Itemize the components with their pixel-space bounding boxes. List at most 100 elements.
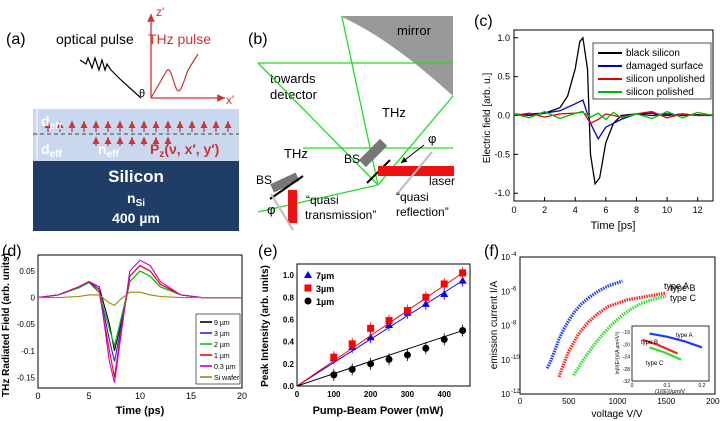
chart-d-legend: 9 µm 3 µm 2 µm 1 µm 0.3 µm Si wafer [195, 313, 241, 385]
panel-c-letter: (c) [474, 13, 493, 30]
legend-label: 2 µm [214, 342, 230, 349]
legend-swatch [304, 284, 312, 292]
legend-label: 1µm [316, 297, 334, 307]
y-tick-label: 0.4 [283, 338, 295, 347]
quasi-t-line2: transmission” [305, 208, 376, 222]
legend-label: 3 µm [214, 331, 230, 338]
thz-left-label: THz [284, 146, 308, 161]
optical-pulse-wave [79, 56, 142, 99]
thz-pulse-wave [150, 53, 199, 99]
panel-c: (c) 1.0 0.5 0.0 -0.5 -1.0 0 2 4 6 8 10 12 Electric… [474, 13, 714, 232]
bs-left-line [269, 175, 304, 200]
laser-label: laser [429, 174, 455, 188]
chart-d-xlabel: Time (ps) [116, 405, 165, 417]
data-point [385, 355, 393, 363]
silicon-layer [33, 161, 239, 231]
panel-b-letter: (b) [248, 31, 268, 48]
chart-f-xlabel: voltage V/V [591, 409, 642, 420]
x-tick-label: 5 [86, 391, 91, 401]
quasi-r-line2: reflection” [396, 205, 449, 219]
legend-label: 3µm [316, 284, 334, 294]
detector-label: detector [270, 87, 318, 102]
panel-a-letter: (a) [6, 31, 26, 48]
pz-label: Pz(ν, x′, y′) [150, 141, 219, 160]
normal-left [270, 193, 294, 231]
chart-f-frame [519, 256, 716, 395]
type-b-label: type B [670, 283, 696, 293]
n-si-label: nSi [127, 190, 145, 209]
chart-d-yticks: 0.05 0 -0.05 -0.1 -0.15 [17, 267, 36, 382]
chart-e-ylabel: Peak Intensity (arb. units) [260, 265, 271, 387]
mirror-label: mirror [397, 23, 432, 38]
chart-f-xticks: 0 500 1000 1500 2000 [518, 397, 720, 406]
optical-pulse-label: optical pulse [56, 31, 134, 47]
y-tick-label: 0.2 [283, 360, 295, 369]
fit-line-1µm [296, 330, 463, 387]
legend-label: Si wafer [214, 375, 240, 382]
data-point [422, 344, 430, 352]
x-tick-label: 1500 [657, 397, 675, 406]
chart-e-xlabel: Pump-Beam Power (mW) [313, 405, 444, 417]
series-line-0.3-µm [37, 259, 242, 383]
y-tick-label: -0.1 [21, 347, 35, 356]
legend-label: 9 µm [214, 320, 230, 327]
phi-left-label: φ [267, 202, 275, 217]
chart-e-frame [296, 263, 471, 387]
legend-label: 0.3 µm [214, 364, 236, 371]
panel-a: (a) optical pulse THz pulse z′ x′ θ [6, 5, 239, 231]
chart-c-ylabel: Electric field [arb. u.] [482, 72, 493, 163]
panel-f-letter: (f) [484, 243, 499, 260]
theta-label: θ [139, 88, 145, 100]
d-eff-top-label: deff [41, 113, 62, 132]
legend-label: silicon unpolished [626, 74, 705, 85]
legend-label: silicon polished [626, 87, 694, 98]
data-point [366, 333, 375, 341]
legend-label: damaged surface [626, 61, 704, 72]
bs-right-label: BS [344, 152, 360, 166]
y-tick-label: 10 [501, 287, 510, 296]
y-tick-label: -1.0 [494, 188, 510, 198]
data-point [367, 324, 375, 332]
y-tick-label: 0 [31, 294, 36, 303]
data-point [421, 299, 430, 307]
type-a-label: type A [664, 281, 689, 291]
y-tick-label: 0.5 [497, 72, 510, 82]
data-point [348, 340, 356, 348]
inset-type-c: type C [646, 361, 664, 367]
chart-e-marks [296, 266, 467, 387]
x-tick-label: 300 [401, 390, 415, 399]
y-tick-label: -0.15 [17, 373, 36, 382]
data-point [459, 269, 467, 277]
data-point [422, 293, 430, 301]
chart-d-xticks: 0 5 10 15 20 [35, 391, 247, 401]
x-tick-label: 20 [237, 391, 247, 401]
panel-e-letter: (e) [258, 243, 278, 260]
x-tick-label: 100 [327, 390, 341, 399]
inset-ylabel: ln(I/(E²))/(A µm²/V²) [615, 331, 621, 374]
legend-box [195, 313, 241, 385]
phi-right-label: φ [428, 131, 436, 146]
chart-f-marks [545, 279, 667, 378]
y-tick-label: 0.0 [283, 382, 295, 391]
inset-series [649, 346, 682, 361]
y-tick-label: 0.8 [283, 293, 295, 302]
x-tick-label: 0 [518, 397, 523, 406]
y-tick-label: 1.0 [497, 33, 510, 43]
y-tick-label: -0.5 [494, 149, 510, 159]
normal-right [396, 151, 433, 195]
x-tick-label: 4 [573, 205, 578, 215]
x-tick-label: 0 [295, 390, 300, 399]
chart-c-marks [513, 36, 714, 186]
bs-left-label: BS [256, 173, 272, 187]
data-point [403, 351, 411, 359]
x-tick-label: 0 [511, 205, 516, 215]
inset-marks: -16 -20 -24 -28 -320 0.1 0.2 [623, 330, 706, 389]
mirror-shape [340, 16, 453, 96]
panel-e: (e) 0.0 0.2 0.4 0.6 0.8 1.0 0 100 200 300 400 Pea… [258, 243, 471, 417]
y-tick-exponent: -8 [511, 321, 517, 327]
thickness-label: 400 µm [112, 210, 160, 226]
laser-beam-left [288, 190, 297, 223]
chart-d-frame [37, 254, 243, 389]
